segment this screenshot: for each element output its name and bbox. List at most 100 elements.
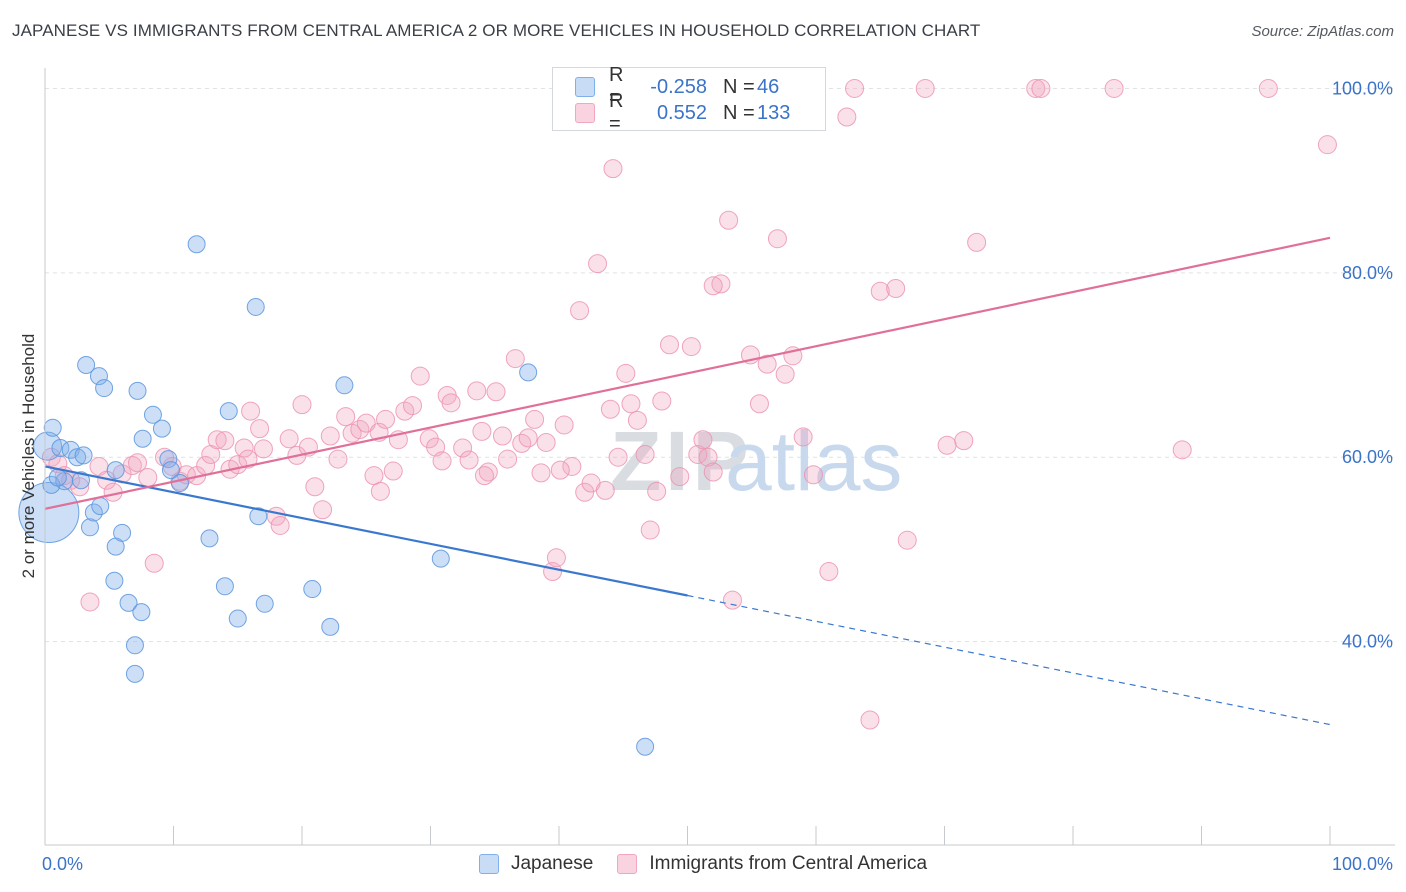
data-point-japanese [77,356,96,375]
data-point-central-america [640,520,660,540]
data-point-central-america [253,439,273,459]
data-point-central-america [1104,78,1124,98]
data-point-central-america [486,382,506,402]
data-point-central-america [575,482,595,502]
data-point-central-america [967,232,987,252]
data-point-central-america [498,449,518,469]
legend-label-japanese: Japanese [510,853,594,874]
data-point-central-america [518,428,538,448]
y-axis-label: 2 or more Vehicles in Household [19,334,38,579]
data-point-japanese [106,461,125,480]
data-point-central-america [703,276,723,296]
data-point-central-america [313,500,333,520]
data-point-central-america [144,553,164,573]
data-point-central-america [681,337,701,357]
data-point-central-america [492,426,512,446]
data-point-central-america [757,354,777,374]
data-point-japanese [125,636,144,655]
y-tick-label: 40.0% [1342,632,1393,652]
data-point-japanese [519,363,538,382]
data-point-central-america [870,281,890,301]
data-point-japanese [133,429,152,448]
data-point-central-america [703,462,723,482]
data-point-central-america [525,409,545,429]
data-point-central-america [128,453,148,473]
data-point-central-america [793,427,813,447]
data-point-central-america [886,279,906,299]
data-point-central-america [320,426,340,446]
trend-line-central-america [44,236,1331,510]
data-point-central-america [954,431,974,451]
data-point-central-america [1026,78,1046,98]
data-point-central-america [570,301,590,321]
data-point-central-america [207,430,227,450]
data-point-central-america [441,393,461,413]
data-point-japanese [48,468,67,487]
data-point-central-america [595,480,615,500]
data-point-japanese [18,482,80,544]
data-point-central-america [472,421,492,441]
legend-n-value: 133 [757,101,791,124]
legend-swatch-central-america [617,854,638,874]
data-point-central-america [837,107,857,127]
legend-r-value: -0.258 [650,75,707,98]
x-tick-label: 100.0% [1332,854,1393,874]
data-point-central-america [711,274,731,294]
data-point-japanese [95,379,114,398]
data-point-central-america [722,590,742,610]
trend-line-japanese [44,465,688,597]
data-point-central-america [693,430,713,450]
data-point-central-america [403,396,423,416]
legend-r-label: R = [609,90,624,135]
legend-swatch-central-america [575,103,595,123]
series-immigrants-central-america [41,78,1337,730]
data-point-japanese [321,617,340,636]
data-point-japanese [132,603,151,622]
gridlines [45,87,1395,643]
data-point-central-america [531,463,551,483]
data-point-japanese [255,594,274,613]
data-point-central-america [241,401,261,421]
data-point-central-america [512,433,532,453]
legend-swatch-japanese [478,854,499,874]
data-point-japanese [249,507,268,526]
data-point-central-america [383,461,403,481]
data-point-central-america [621,394,641,414]
data-point-japanese [33,431,63,461]
data-point-central-america [845,78,865,98]
data-point-central-america [627,410,647,430]
data-point-central-america [453,438,473,458]
data-point-japanese [170,474,189,493]
data-point-central-america [505,349,525,369]
data-point-japanese [219,402,238,421]
watermark-atlas: atlas [725,414,902,508]
data-point-central-america [478,462,498,482]
data-point-central-america [546,548,566,568]
data-point-central-america [410,366,430,386]
data-point-japanese [159,450,178,469]
y-tick-label: 60.0% [1342,447,1393,467]
legend-item-central-america: Immigrants from Central America [617,853,927,875]
data-point-central-america [305,477,325,497]
y-tick-label: 80.0% [1342,263,1393,283]
data-point-central-america [660,335,680,355]
data-point-central-america [608,447,628,467]
data-point-central-america [803,465,823,485]
data-point-central-america [336,407,356,427]
data-point-central-america [474,466,494,486]
data-point-central-america [1031,78,1051,98]
data-point-central-america [775,364,795,384]
legend-r-value: 0.552 [656,101,707,124]
correlation-legend: R = -0.258 N = 46 R = 0.552 N = 133 [552,64,826,135]
source-credit: Source: ZipAtlas.com [1251,23,1394,40]
data-point-japanese [71,471,90,490]
data-point-japanese [335,376,354,395]
data-point-central-america [652,391,672,411]
data-point-japanese [84,503,103,522]
data-point-japanese [89,367,108,386]
legend-item-japanese: Japanese [478,853,594,875]
data-point-japanese [68,448,87,467]
data-point-central-america [562,456,582,476]
data-point-japanese [74,446,93,465]
data-point-central-america [356,413,376,433]
